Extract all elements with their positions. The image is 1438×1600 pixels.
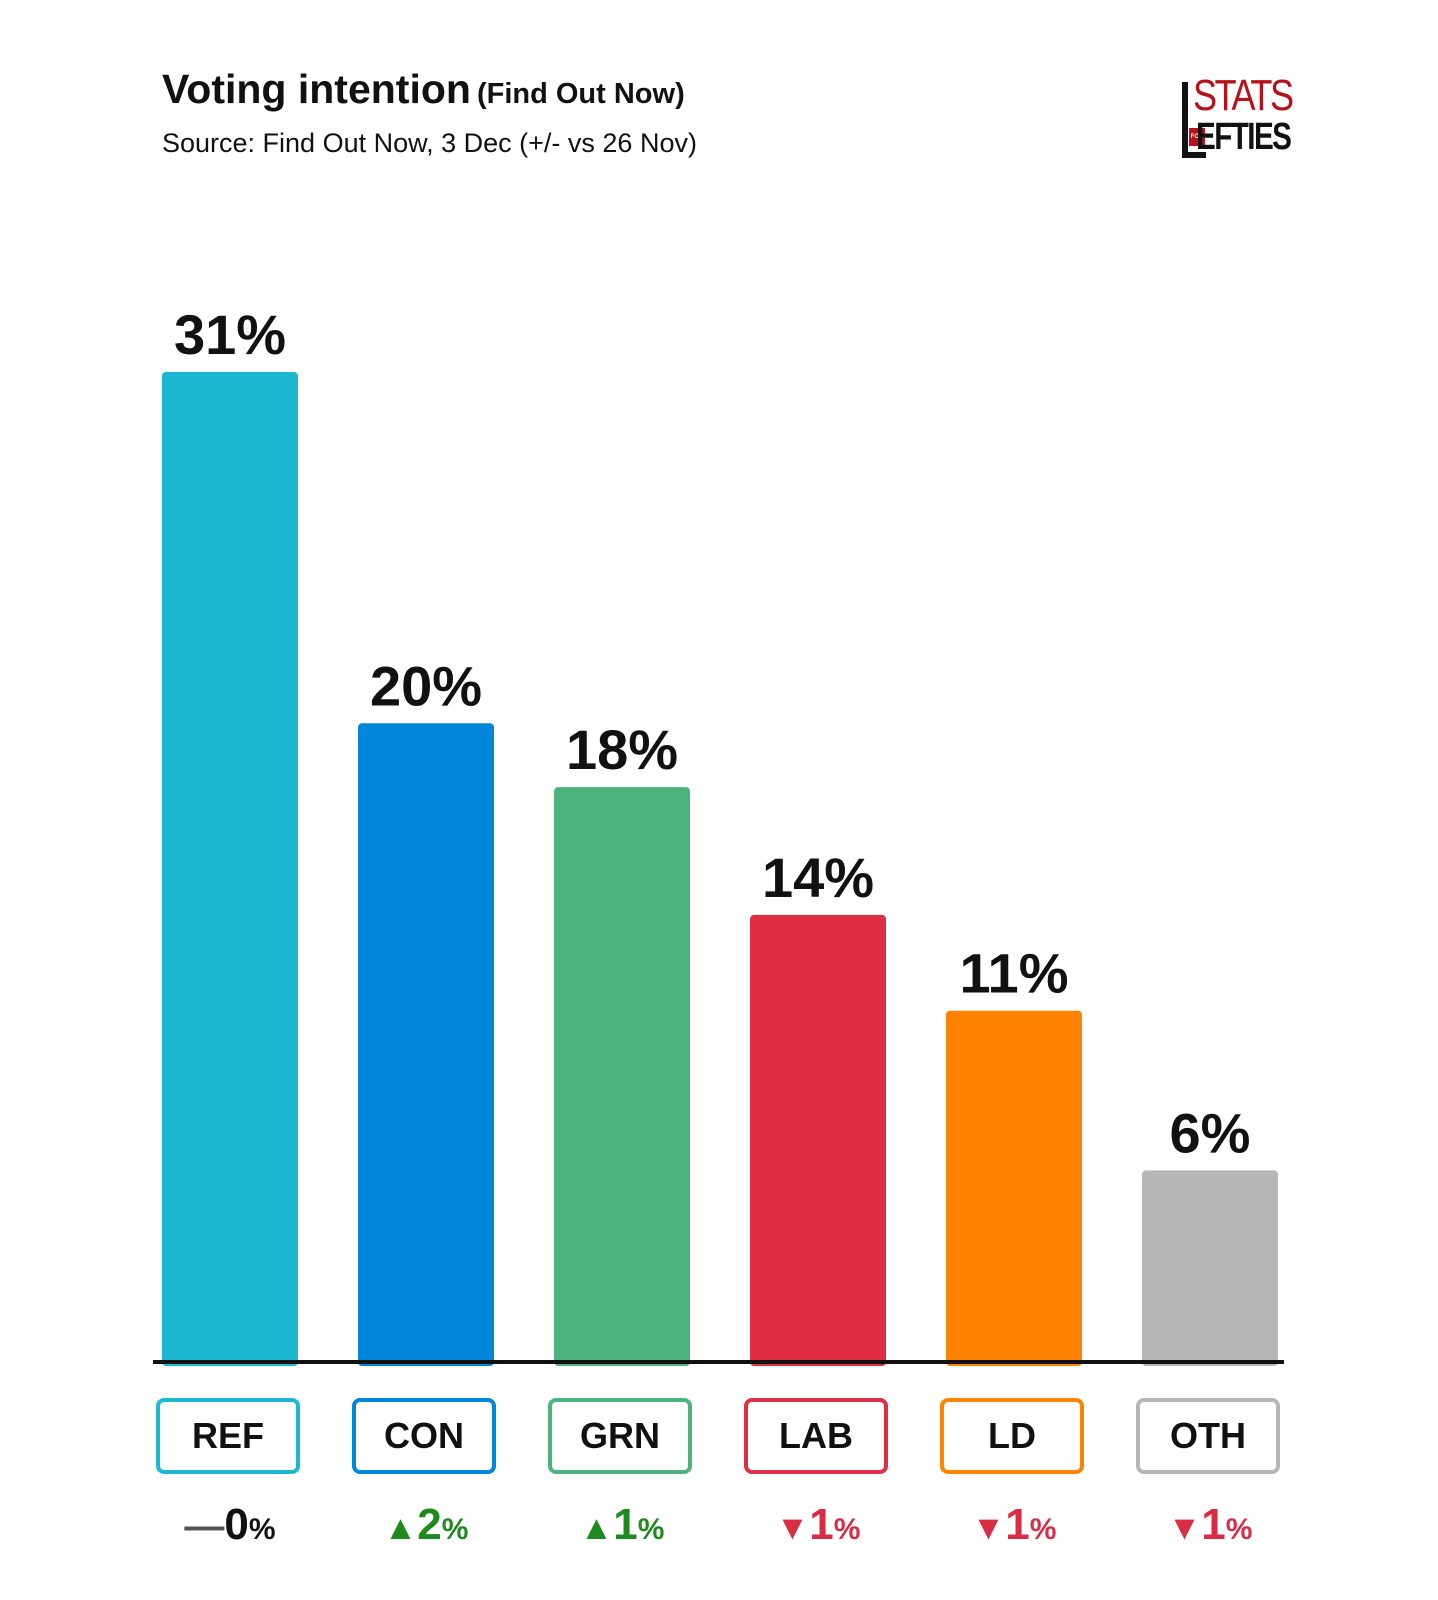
change-oth: ▼1% [1130,1500,1290,1550]
title-suffix: (Find Out Now) [476,78,685,110]
change-value: 0 [224,1500,249,1549]
logo-text-stats: STATS [1193,71,1294,120]
change-value: 1 [809,1500,834,1549]
down-arrow-icon: ▼ [775,1509,810,1547]
chart-title: Voting intention (Find Out Now) [162,66,685,113]
value-label-con: 20% [370,654,482,717]
bar-grn [554,787,690,1366]
change-value: 1 [613,1500,638,1549]
up-arrow-icon: ▲ [383,1509,418,1547]
change-lab: ▼1% [738,1500,898,1550]
bar-con [358,723,494,1366]
value-label-lab: 14% [762,846,874,909]
chart-source: Source: Find Out Now, 3 Dec (+/- vs 26 N… [162,128,697,158]
value-label-grn: 18% [566,718,678,781]
stats-for-lefties-logo: STATS FOR EFTIES [1182,74,1294,164]
change-unit: % [1225,1513,1253,1546]
party-label-oth: OTH [1136,1398,1280,1474]
party-label-grn: GRN [548,1398,692,1474]
bar-ld [946,1010,1082,1366]
bar-lab [750,914,886,1366]
logo-l-vertical [1182,82,1188,158]
title-main: Voting intention [162,66,471,112]
value-label-ref: 31% [174,303,286,366]
change-unit: % [637,1513,665,1546]
party-label-con: CON [352,1398,496,1474]
bar-oth [1142,1170,1278,1366]
change-ref: —0% [150,1500,310,1550]
change-unit: % [833,1513,861,1546]
party-label-ref: REF [156,1398,300,1474]
up-arrow-icon: ▲ [579,1509,614,1547]
logo-text-lefties: EFTIES [1196,116,1292,158]
change-unit: % [441,1513,469,1546]
change-grn: ▲1% [542,1500,702,1550]
change-unit: % [248,1513,276,1546]
change-con: ▲2% [346,1500,506,1550]
party-label-lab: LAB [744,1398,888,1474]
dash-icon: — [184,1504,225,1548]
change-ld: ▼1% [934,1500,1094,1550]
change-value: 1 [1201,1500,1226,1549]
change-value: 2 [417,1500,442,1549]
logo-text-for: FOR [1189,128,1205,146]
change-unit: % [1029,1513,1057,1546]
value-label-oth: 6% [1170,1101,1251,1164]
down-arrow-icon: ▼ [1167,1509,1202,1547]
value-label-ld: 11% [960,942,1069,1005]
logo-l-horizontal [1182,152,1206,158]
party-label-ld: LD [940,1398,1084,1474]
bar-ref [162,372,298,1366]
down-arrow-icon: ▼ [971,1509,1006,1547]
change-value: 1 [1005,1500,1030,1549]
